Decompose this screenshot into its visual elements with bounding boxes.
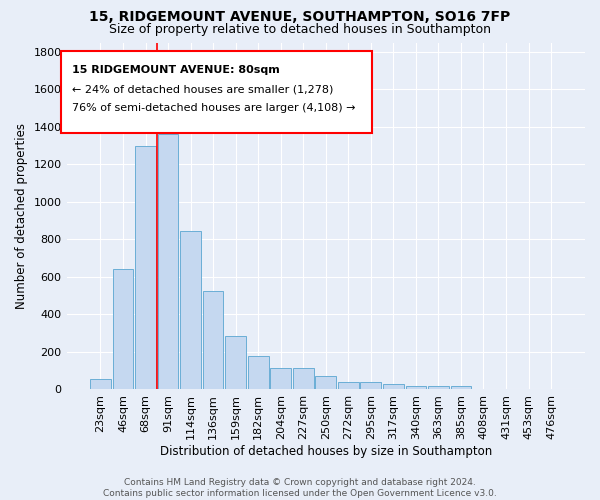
Text: Size of property relative to detached houses in Southampton: Size of property relative to detached ho… bbox=[109, 22, 491, 36]
Bar bbox=[293, 368, 314, 389]
Bar bbox=[180, 230, 201, 389]
Bar bbox=[316, 376, 336, 389]
Y-axis label: Number of detached properties: Number of detached properties bbox=[15, 122, 28, 308]
Text: ← 24% of detached houses are smaller (1,278): ← 24% of detached houses are smaller (1,… bbox=[72, 84, 333, 94]
Bar bbox=[338, 382, 359, 389]
Bar bbox=[135, 146, 156, 389]
Bar bbox=[225, 336, 246, 389]
X-axis label: Distribution of detached houses by size in Southampton: Distribution of detached houses by size … bbox=[160, 444, 492, 458]
Bar bbox=[451, 386, 472, 389]
Bar bbox=[113, 269, 133, 389]
Bar bbox=[271, 368, 291, 389]
Bar bbox=[248, 356, 269, 389]
Bar bbox=[158, 134, 178, 389]
Bar bbox=[383, 384, 404, 389]
Bar bbox=[361, 382, 381, 389]
Text: Contains HM Land Registry data © Crown copyright and database right 2024.
Contai: Contains HM Land Registry data © Crown c… bbox=[103, 478, 497, 498]
FancyBboxPatch shape bbox=[61, 51, 373, 132]
Bar bbox=[90, 378, 111, 389]
Bar bbox=[203, 290, 223, 389]
Bar bbox=[428, 386, 449, 389]
Text: 76% of semi-detached houses are larger (4,108) →: 76% of semi-detached houses are larger (… bbox=[72, 103, 355, 113]
Text: 15 RIDGEMOUNT AVENUE: 80sqm: 15 RIDGEMOUNT AVENUE: 80sqm bbox=[72, 65, 280, 75]
Text: 15, RIDGEMOUNT AVENUE, SOUTHAMPTON, SO16 7FP: 15, RIDGEMOUNT AVENUE, SOUTHAMPTON, SO16… bbox=[89, 10, 511, 24]
Bar bbox=[406, 386, 426, 389]
